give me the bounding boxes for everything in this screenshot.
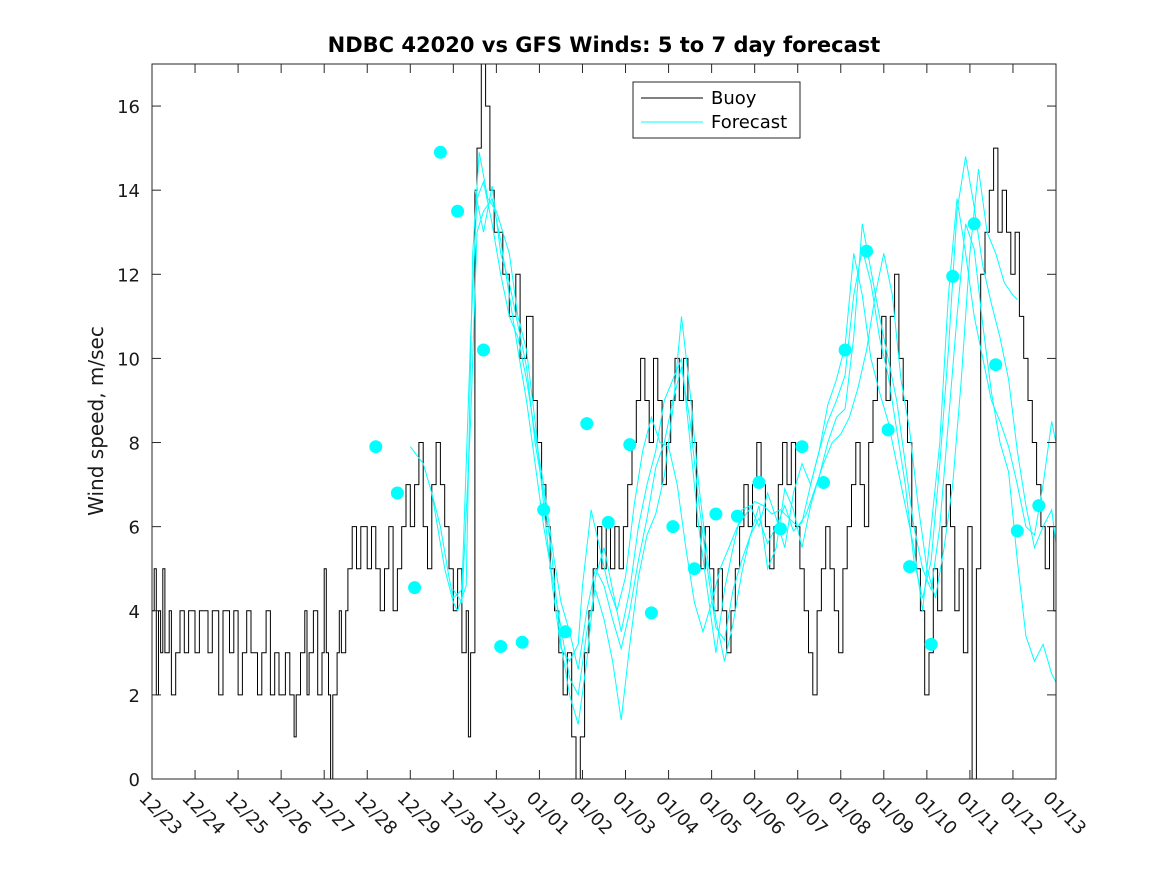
- forecast-line-run-2: [431, 156, 1056, 670]
- forecast-line-run-1: [409, 152, 1018, 663]
- y-tick-label-12: 12: [117, 265, 140, 286]
- y-tick-label-2: 2: [129, 686, 140, 707]
- forecast-line-run-3: [452, 197, 1056, 721]
- forecast-marker-2: [390, 486, 404, 500]
- y-tick-label-6: 6: [129, 518, 140, 539]
- forecast-marker-18: [730, 509, 744, 523]
- forecast-marker-22: [817, 476, 830, 489]
- forecast-marker-4: [433, 145, 447, 159]
- y-tick-label-16: 16: [117, 97, 140, 118]
- forecast-marker-30: [989, 358, 1003, 372]
- forecast-marker-23: [838, 343, 852, 357]
- forecast-marker-28: [946, 269, 960, 283]
- chart-title: NDBC 42020 vs GFS Winds: 5 to 7 day fore…: [328, 33, 881, 57]
- legend-forecast-label: Forecast: [711, 112, 787, 133]
- forecast-marker-16: [687, 562, 701, 576]
- forecast-marker-15: [666, 520, 680, 534]
- forecast-marker-21: [795, 440, 809, 454]
- y-tick-label-14: 14: [117, 181, 140, 202]
- forecast-marker-27: [924, 637, 938, 651]
- forecast-marker-26: [903, 560, 917, 574]
- forecast-marker-31: [1010, 524, 1024, 538]
- forecast-marker-19: [752, 476, 766, 489]
- y-tick-label-10: 10: [117, 349, 140, 370]
- forecast-marker-10: [558, 625, 572, 639]
- y-axis: 0 2 4 6 8 10 12 14 16: [117, 97, 1056, 791]
- marker-layer: [369, 145, 1046, 653]
- forecast-marker-1: [369, 440, 383, 454]
- forecast-marker-13: [623, 438, 637, 452]
- forecast-marker-12: [601, 515, 615, 529]
- y-axis-label: Wind speed, m/sec: [84, 326, 108, 516]
- legend: Buoy Forecast: [632, 81, 801, 139]
- forecast-marker-8: [515, 635, 529, 649]
- forecast-marker-3: [408, 581, 422, 595]
- buoy-line: [152, 64, 1056, 779]
- forecast-marker-24: [860, 244, 874, 258]
- series-layer: [152, 64, 1056, 779]
- forecast-marker-32: [1032, 499, 1046, 513]
- y-tick-label-0: 0: [129, 770, 140, 791]
- forecast-marker-17: [709, 507, 723, 521]
- forecast-marker-9: [537, 503, 551, 517]
- y-tick-label-4: 4: [129, 602, 140, 623]
- y-tick-label-8: 8: [129, 434, 140, 455]
- forecast-marker-11: [580, 417, 594, 431]
- forecast-marker-14: [644, 606, 658, 620]
- forecast-line-run-4: [474, 185, 1056, 725]
- legend-buoy-label: Buoy: [711, 88, 757, 109]
- forecast-marker-29: [967, 217, 981, 231]
- plot-area: [152, 64, 1056, 779]
- forecast-marker-7: [494, 640, 508, 653]
- axes-box: [151, 63, 1057, 780]
- forecast-marker-6: [477, 343, 490, 357]
- forecast-marker-25: [881, 423, 895, 437]
- forecast-marker-20: [774, 522, 787, 536]
- forecast-marker-5: [451, 204, 465, 218]
- legend-box: [632, 81, 801, 139]
